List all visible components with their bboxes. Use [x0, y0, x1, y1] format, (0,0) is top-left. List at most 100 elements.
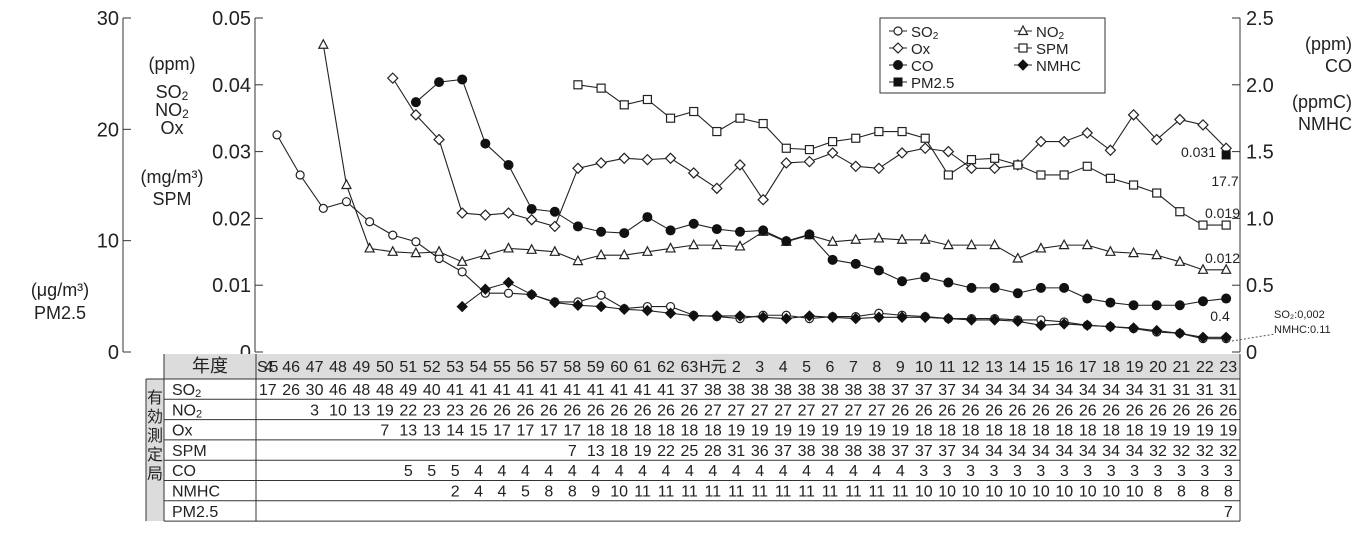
table-cell: 26	[1219, 402, 1237, 419]
point-ox	[780, 157, 793, 169]
table-cell: 34	[962, 382, 980, 399]
table-cell: 41	[657, 382, 675, 399]
point-so2	[457, 267, 467, 277]
point-so2	[318, 203, 328, 213]
table-cell: 3	[943, 463, 952, 480]
table-cell: 10	[1009, 484, 1027, 501]
point-co	[1035, 282, 1046, 293]
nmhc-unit-label: (ppmC)	[1292, 92, 1352, 112]
series-line-no2	[322, 44, 1227, 271]
table-cell: 26	[657, 402, 675, 419]
table-cell: 13	[587, 443, 605, 460]
table-cell: 26	[1079, 402, 1097, 419]
point-co	[804, 229, 815, 240]
table-cell: 19	[868, 423, 886, 440]
table-cell: 41	[540, 382, 558, 399]
point-so2	[411, 237, 421, 247]
table-cell: 31	[1149, 382, 1167, 399]
point-no2	[317, 38, 329, 49]
table-year: 22	[1196, 359, 1214, 376]
annotation-ox: 0.031	[1181, 144, 1216, 160]
table-cell: 19	[1196, 423, 1214, 440]
point-co	[1221, 293, 1232, 304]
point-ox	[1174, 113, 1186, 126]
point-no2	[595, 248, 607, 260]
point-so2	[503, 288, 514, 298]
ppm-series-label: NO2	[155, 100, 189, 121]
table-cell: 31	[727, 443, 745, 460]
right-tick-label: 0	[1246, 342, 1257, 364]
table-cell: 38	[774, 382, 792, 399]
point-no2	[1035, 242, 1047, 253]
point-co	[688, 218, 699, 229]
series-co	[410, 74, 1232, 311]
table-year: 15	[1032, 359, 1050, 376]
table-cell: 38	[821, 443, 839, 460]
table-cell: 4	[544, 463, 553, 480]
spm-axis-label: SPM	[152, 189, 191, 209]
table-cell: 8	[1177, 484, 1186, 501]
point-ox	[687, 167, 700, 179]
table-cell: 17	[540, 423, 558, 440]
table-cell: 2	[451, 484, 460, 501]
table-cell: 34	[1126, 382, 1144, 399]
point-co	[1151, 300, 1162, 311]
table-year: 3	[755, 359, 764, 376]
annotation-no2: 0.012	[1205, 250, 1240, 266]
table-cell: 38	[845, 382, 863, 399]
table-cell: 3	[1013, 463, 1022, 480]
table-cell: 8	[1200, 484, 1209, 501]
table-year: 10	[915, 359, 933, 376]
point-ox	[641, 153, 654, 166]
point-co	[596, 226, 607, 237]
table-cell: 4	[638, 463, 647, 480]
table-cell: 34	[985, 382, 1003, 399]
table-cell: 4	[521, 463, 530, 480]
table-year: 9	[896, 359, 905, 376]
table-year: 21	[1173, 359, 1191, 376]
point-no2	[966, 238, 977, 250]
table-cell: 7	[1224, 504, 1233, 521]
point-co	[619, 228, 630, 239]
point-no2	[1058, 238, 1070, 250]
table-cell: 37	[915, 382, 933, 399]
table-cell: 26	[891, 402, 909, 419]
point-spm	[874, 126, 884, 137]
table-cell: 26	[938, 402, 956, 419]
legend-entry-nmhc: NMHC	[1036, 58, 1081, 75]
point-spm	[1175, 207, 1185, 217]
point-no2	[641, 245, 653, 256]
point-co	[827, 254, 838, 265]
table-cell: 48	[376, 382, 394, 399]
point-ox	[849, 160, 862, 173]
table-cell: 10	[610, 484, 628, 501]
table-cell: 37	[774, 443, 792, 460]
table-cell: 4	[591, 463, 600, 480]
table-cell: 3	[1130, 463, 1139, 480]
point-ox	[572, 162, 584, 175]
point-nmhc	[850, 312, 862, 325]
point-co	[434, 77, 445, 88]
point-co	[665, 225, 676, 236]
table-cell: 34	[1055, 443, 1073, 460]
right-tick-label: 1.5	[1246, 142, 1274, 164]
table-cell: 4	[872, 463, 881, 480]
table-cell: 4	[685, 463, 694, 480]
ppm-unit-label: (ppm)	[148, 54, 195, 74]
table-cell: 32	[1196, 443, 1214, 460]
point-no2	[618, 248, 630, 260]
point-ox	[826, 147, 839, 159]
point-ox	[456, 207, 469, 219]
table-cell: 41	[563, 382, 581, 399]
annotation-pm25: 17.7	[1211, 173, 1238, 189]
annotation-spm: 0.019	[1205, 205, 1240, 221]
point-spm	[1128, 180, 1139, 190]
table-cell: 32	[1173, 443, 1191, 460]
table-cell: 8	[568, 484, 577, 501]
table-cell: 18	[681, 423, 699, 440]
point-co	[526, 204, 537, 215]
point-so2	[272, 130, 282, 140]
table-cell: 17	[517, 423, 535, 440]
outer-left-tick-label: 0	[108, 342, 119, 364]
table-cell: 17	[563, 423, 581, 440]
